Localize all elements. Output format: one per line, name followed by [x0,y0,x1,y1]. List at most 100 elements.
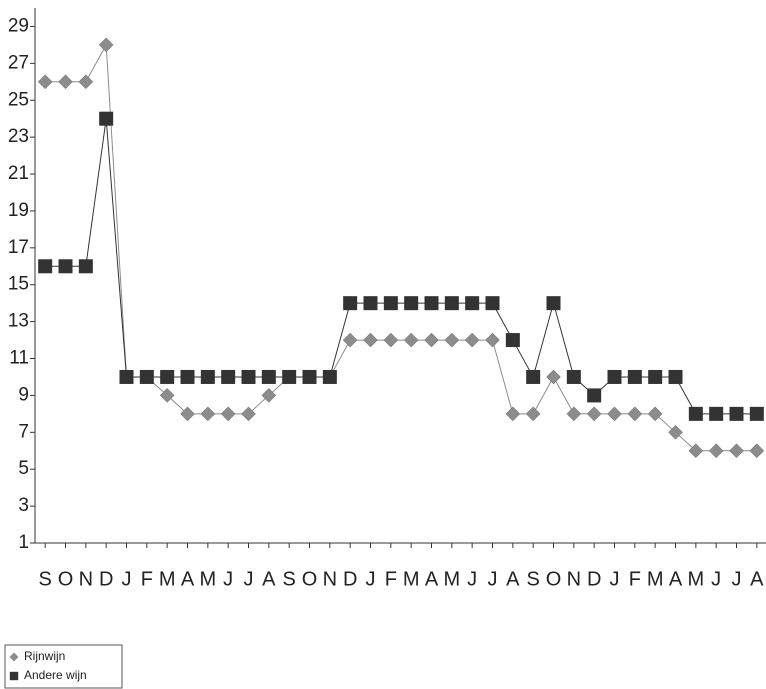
data-point [98,37,114,53]
y-tick-label: 13 [8,311,29,332]
x-tick-label: S [526,568,539,590]
data-point [749,406,764,421]
data-point [180,369,195,384]
data-point [587,388,602,403]
data-point [444,332,460,348]
x-tick-label: F [141,568,153,590]
data-point [241,369,256,384]
x-tick-label: N [323,568,337,590]
data-point [38,259,53,274]
data-point [363,332,378,348]
data-point [37,74,53,90]
data-point [159,388,175,403]
data-point [708,443,724,459]
x-tick-label: J [223,568,233,590]
data-point [180,406,195,422]
x-tick-label: M [687,568,704,590]
data-point [709,406,724,421]
data-point [282,369,297,384]
data-point [586,406,602,422]
data-point [647,406,663,422]
data-point [526,369,541,384]
y-tick-label: 27 [8,52,29,73]
y-tick-label: 1 [18,532,29,553]
legend-label: Andere wijn [24,668,87,682]
data-point [261,388,277,403]
data-point [566,369,581,384]
y-tick-label: 25 [8,89,29,110]
y-tick-label: 19 [8,200,29,221]
data-point [322,369,337,384]
y-tick-label: 11 [9,348,29,369]
x-tick-label: F [385,568,397,590]
data-point [363,296,378,311]
x-tick-label: O [302,568,318,590]
x-tick-label: D [587,568,601,590]
data-point [607,406,622,422]
data-point [424,332,439,348]
x-tick-label: S [38,568,51,590]
data-point [383,296,398,311]
data-point [627,406,643,422]
series-line [45,118,757,415]
y-tick-label: 7 [18,421,29,442]
data-point [200,406,216,422]
x-tick-label: J [122,568,132,590]
data-point [607,369,622,384]
data-point [749,443,765,459]
y-tick-label: 17 [8,237,29,258]
y-tick-label: 3 [18,495,29,516]
data-point [58,259,73,274]
data-point [627,369,642,384]
data-point [485,296,500,311]
data-point [688,443,704,459]
data-point [688,406,703,421]
data-point [546,296,561,311]
data-point [465,296,480,311]
x-tick-label: A [181,568,195,590]
y-tick-label: 5 [18,458,29,479]
x-tick-label: J [467,568,477,590]
x-tick-label: D [343,568,357,590]
x-tick-label: A [506,568,520,590]
data-point [648,369,663,384]
x-tick-label: A [669,568,683,590]
data-point [505,406,521,422]
data-point [220,406,236,422]
x-tick-label: A [750,568,764,590]
y-tick-label: 29 [8,15,29,36]
data-point [525,406,541,422]
data-point [200,369,215,384]
data-point [119,369,134,384]
x-tick-label: M [159,568,176,590]
legend-marker [9,671,19,681]
data-point [343,296,358,311]
x-tick-label: S [282,568,295,590]
x-tick-label: F [629,568,641,590]
data-point [668,424,683,440]
data-point [78,259,93,274]
data-point [78,74,94,90]
x-tick-label: J [244,568,254,590]
y-tick-label: 23 [8,126,29,147]
data-point [729,443,744,459]
data-point [58,74,73,90]
x-tick-label: D [99,568,113,590]
x-tick-label: M [403,568,420,590]
data-point [342,332,358,348]
data-point [302,369,317,384]
data-point [383,332,399,348]
x-tick-label: M [443,568,460,590]
data-point [546,369,561,385]
data-point [729,406,744,421]
legend-label: Rijnwijn [24,649,65,663]
x-tick-label: O [58,568,74,590]
x-tick-label: J [711,568,721,590]
x-tick-label: J [610,568,620,590]
data-point [424,296,439,311]
x-tick-label: J [366,568,376,590]
x-tick-label: A [425,568,439,590]
data-point [566,406,582,422]
x-tick-label: A [262,568,276,590]
